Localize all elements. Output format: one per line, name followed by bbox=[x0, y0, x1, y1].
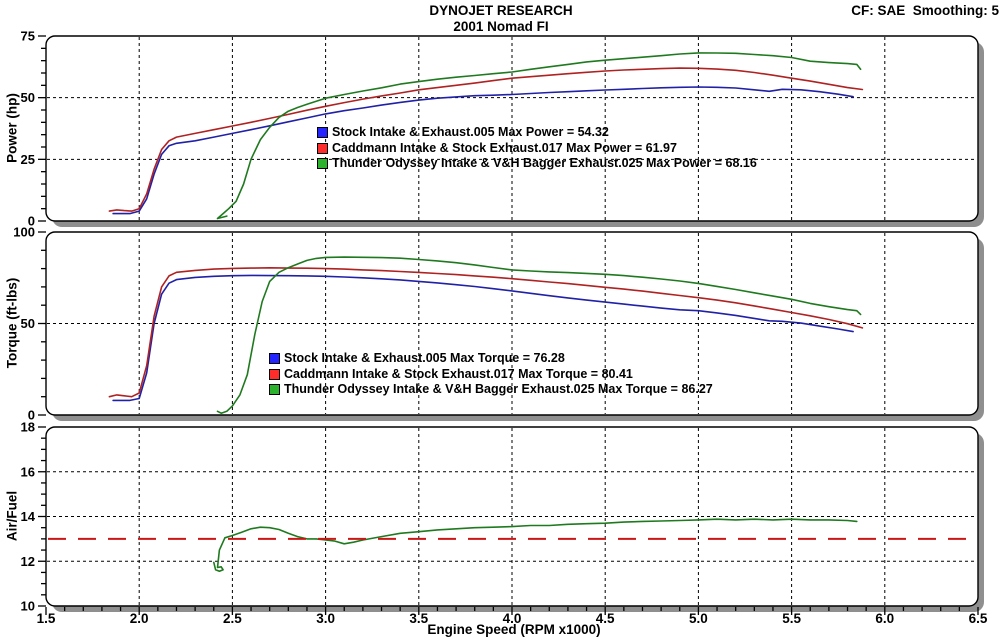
power-ytick-label: 50 bbox=[21, 90, 35, 105]
legend-swatch-thunder bbox=[317, 158, 328, 170]
legend-swatch-caddmann bbox=[269, 368, 280, 380]
legend-item-caddmann: Caddmann Intake & Stock Exhaust.017 Max … bbox=[269, 367, 713, 383]
power-ytick-label: 0 bbox=[28, 214, 35, 229]
x-tick-label: 2.5 bbox=[223, 611, 242, 626]
legend-label-caddmann: Caddmann Intake & Stock Exhaust.017 Max … bbox=[284, 366, 633, 381]
power-curve-thunder bbox=[216, 52, 862, 220]
airfuel-ytick-label: 18 bbox=[21, 420, 35, 435]
correction-smoothing-info: CF: SAE Smoothing: 5 bbox=[851, 3, 999, 18]
x-axis-title: Engine Speed (RPM x1000) bbox=[427, 622, 601, 637]
airfuel-axis-title: Air/Fuel bbox=[4, 490, 20, 542]
airfuel-ytick-label: 14 bbox=[21, 509, 36, 524]
torque-ytick-label: 100 bbox=[13, 225, 35, 240]
torque-ytick-label: 0 bbox=[28, 408, 35, 423]
airfuel-ytick-label: 12 bbox=[21, 554, 35, 569]
legend-label-caddmann: Caddmann Intake & Stock Exhaust.017 Max … bbox=[332, 140, 677, 155]
legend-label-thunder: Thunder Odyssey Intake & V&H Bagger Exha… bbox=[284, 382, 713, 397]
legend-label-thunder: Thunder Odyssey Intake & V&H Bagger Exha… bbox=[332, 156, 757, 171]
page-subtitle: 2001 Nomad FI bbox=[453, 19, 549, 34]
power-ytick-label: 25 bbox=[21, 152, 35, 167]
torque-curve-caddmann bbox=[108, 266, 864, 398]
legend-item-caddmann: Caddmann Intake & Stock Exhaust.017 Max … bbox=[317, 141, 757, 157]
x-tick-label: 6.0 bbox=[875, 611, 894, 626]
x-tick-label: 5.0 bbox=[689, 611, 708, 626]
x-tick-label: 6.5 bbox=[969, 611, 988, 626]
torque-curve-stock bbox=[112, 274, 854, 402]
legend-item-stock: Stock Intake & Exhaust.005 Max Torque = … bbox=[269, 351, 713, 367]
legend-swatch-stock bbox=[269, 353, 280, 365]
power-legend: Stock Intake & Exhaust.005 Max Power = 5… bbox=[317, 125, 757, 172]
x-tick-label: 2.0 bbox=[130, 611, 149, 626]
torque-ytick-label: 50 bbox=[21, 316, 35, 331]
legend-item-thunder: Thunder Odyssey Intake & V&H Bagger Exha… bbox=[317, 156, 757, 172]
x-tick-label: 5.5 bbox=[782, 611, 801, 626]
power-curve-stock bbox=[112, 86, 854, 215]
x-tick-label: 1.5 bbox=[37, 611, 56, 626]
airfuel-curve-thunder bbox=[213, 518, 858, 573]
legend-label-stock: Stock Intake & Exhaust.005 Max Power = 5… bbox=[332, 125, 609, 140]
x-tick-label: 4.0 bbox=[503, 611, 522, 626]
x-tick-label: 4.5 bbox=[596, 611, 615, 626]
legend-swatch-thunder bbox=[269, 384, 280, 396]
x-tick-label: 3.0 bbox=[316, 611, 335, 626]
torque-axis-title: Torque (ft-lbs) bbox=[4, 277, 20, 369]
legend-swatch-stock bbox=[317, 127, 328, 139]
legend-label-stock: Stock Intake & Exhaust.005 Max Torque = … bbox=[284, 351, 565, 366]
legend-item-stock: Stock Intake & Exhaust.005 Max Power = 5… bbox=[317, 125, 757, 141]
torque-curve-thunder bbox=[216, 256, 862, 415]
power-ytick-label: 75 bbox=[21, 29, 35, 44]
x-tick-label: 3.5 bbox=[409, 611, 428, 626]
airfuel-ytick-label: 10 bbox=[21, 599, 35, 614]
power-axis-title: Power (hp) bbox=[4, 93, 20, 163]
torque-legend: Stock Intake & Exhaust.005 Max Torque = … bbox=[269, 351, 713, 398]
legend-swatch-caddmann bbox=[317, 142, 328, 154]
legend-item-thunder: Thunder Odyssey Intake & V&H Bagger Exha… bbox=[269, 382, 713, 398]
page-title: DYNOJET RESEARCH bbox=[429, 3, 573, 18]
power-curve-caddmann bbox=[108, 67, 864, 212]
airfuel-ytick-label: 16 bbox=[21, 464, 35, 479]
